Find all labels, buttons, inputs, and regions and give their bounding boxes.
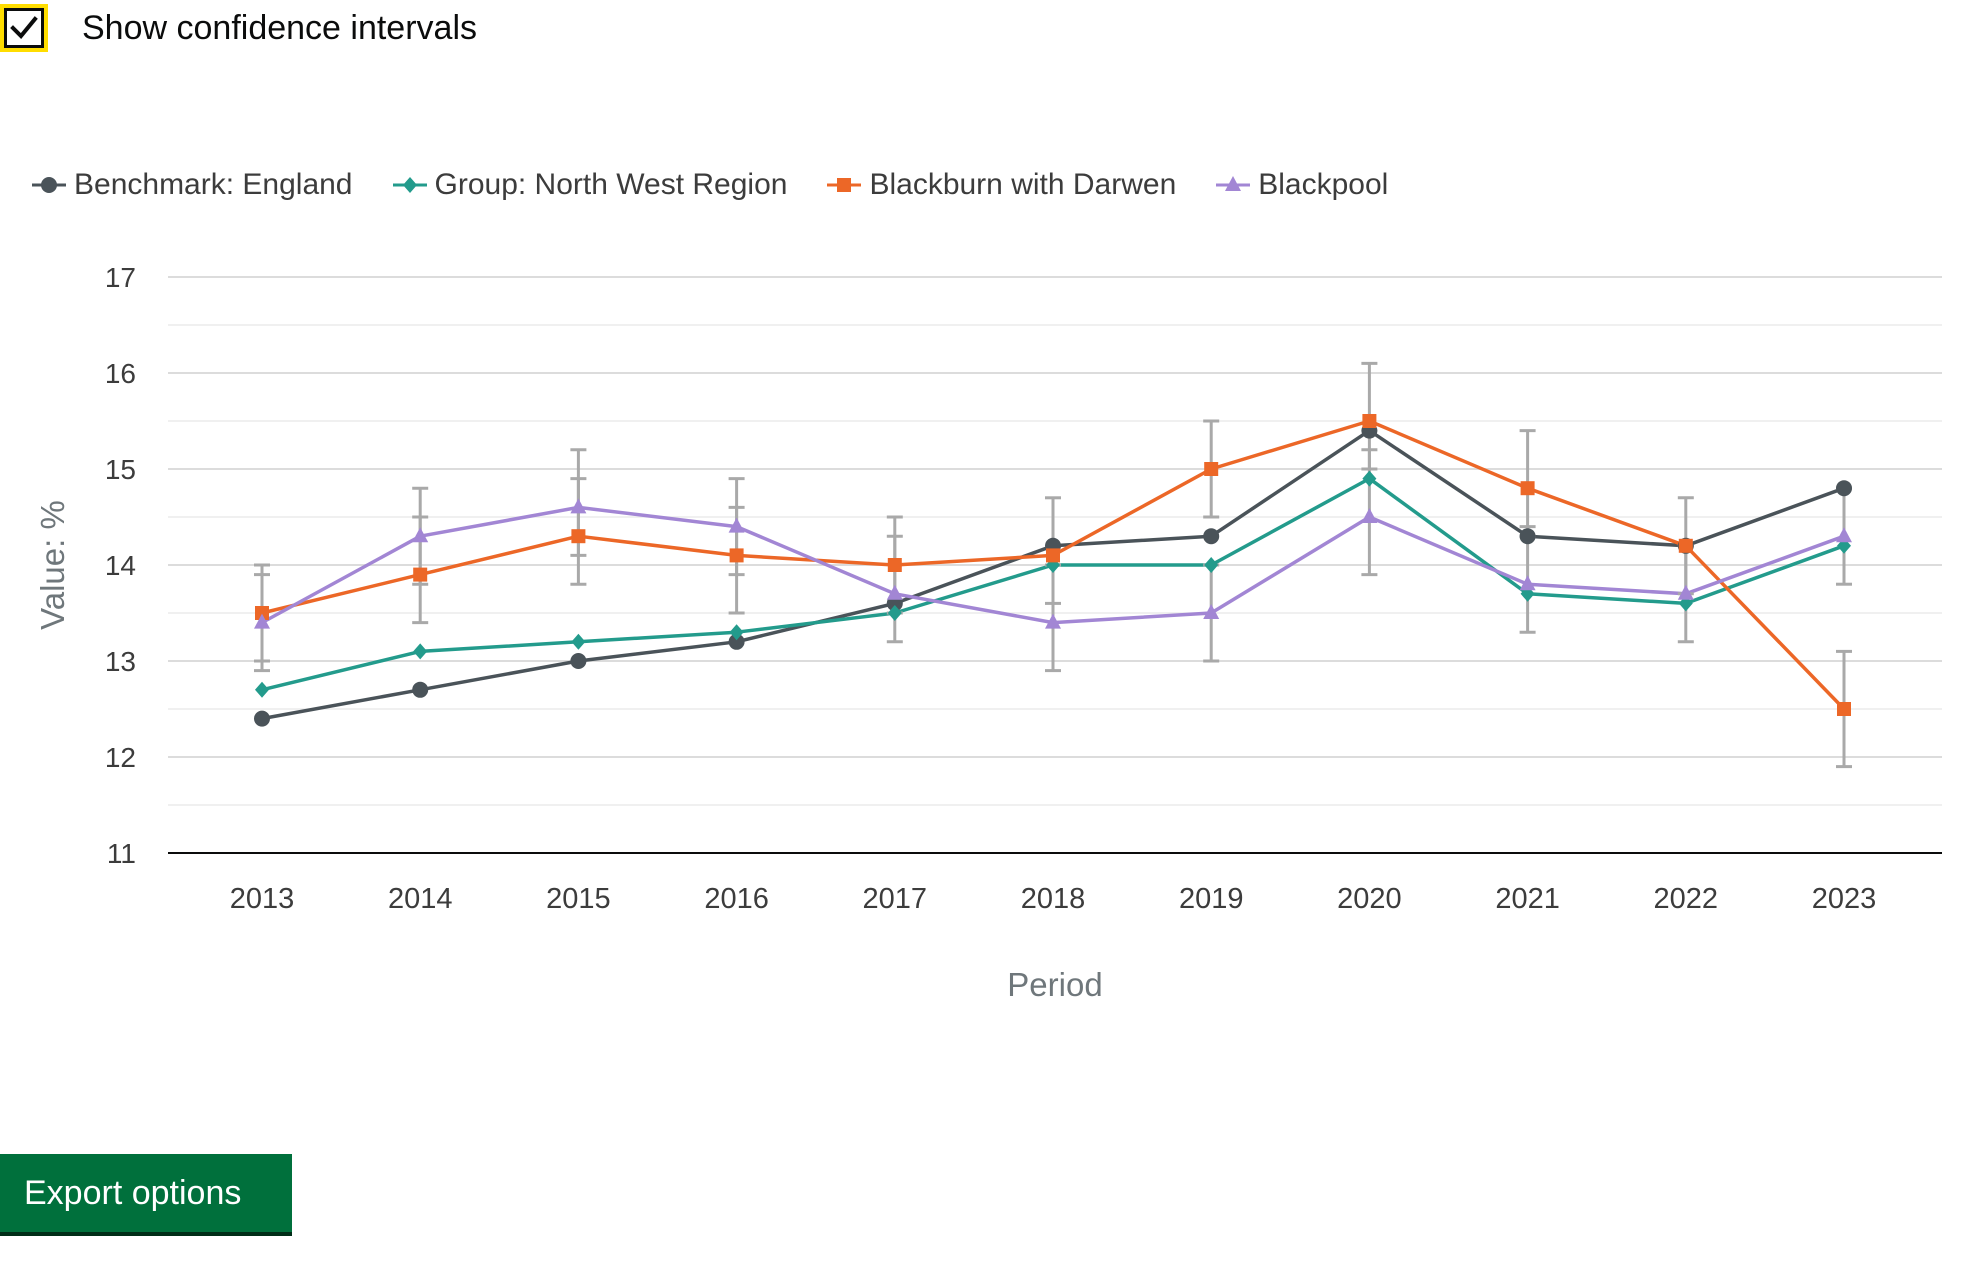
x-tick-label: 2020 [1337, 883, 1402, 915]
data-point [1203, 528, 1220, 545]
legend-marker [402, 177, 417, 193]
data-point [1203, 604, 1220, 619]
data-point [255, 681, 269, 698]
data-point [413, 567, 428, 582]
x-tick-label: 2014 [388, 883, 453, 915]
data-point [729, 548, 744, 563]
legend-item[interactable]: Benchmark: England [32, 168, 353, 202]
data-point [254, 710, 270, 727]
legend-swatch-icon [1216, 176, 1251, 191]
data-point [1520, 481, 1535, 496]
line-chart: 11 12 13 14 15 16 17 2013 2014 2015 2016 2017 2018 20… [34, 262, 1942, 1003]
data-point [570, 498, 587, 514]
x-tick-label: 2021 [1495, 883, 1560, 915]
x-tick-label: 2015 [546, 883, 611, 915]
x-tick-label: 2018 [1021, 883, 1086, 915]
data-point [413, 643, 428, 660]
data-point [1677, 584, 1694, 600]
data-point [728, 633, 745, 650]
legend-item[interactable]: Blackpool [1216, 168, 1388, 202]
confidence-interval-label: Show confidence intervals [82, 8, 478, 47]
legend-item[interactable]: Blackburn with Darwen [827, 168, 1176, 202]
y-tick-label: 13 [105, 646, 136, 677]
data-point [887, 605, 902, 621]
checkmark-icon [10, 16, 38, 39]
data-point [728, 517, 745, 533]
x-axis-title: Period [1007, 966, 1102, 1003]
data-point [412, 681, 429, 698]
x-tick-label: 2017 [863, 883, 928, 915]
data-point [887, 558, 902, 572]
data-point [1046, 548, 1060, 563]
y-tick-label: 15 [105, 454, 136, 485]
legend-swatch-icon [827, 178, 862, 192]
legend-label: Blackpool [1258, 168, 1389, 201]
confidence-interval-checkbox[interactable] [0, 4, 48, 52]
y-tick-label: 12 [105, 742, 136, 773]
data-point [1204, 557, 1219, 573]
data-point [1204, 462, 1219, 476]
data-point [1045, 613, 1061, 629]
data-point [255, 606, 269, 620]
export-options-button[interactable]: Export options [0, 1154, 292, 1232]
legend-label: Benchmark: England [74, 168, 353, 201]
confidence-interval-toggle[interactable]: Show confidence intervals [0, 4, 478, 52]
data-point [1836, 480, 1852, 497]
x-tick-label: 2016 [704, 883, 769, 915]
y-tick-label: 14 [105, 550, 136, 581]
legend-label: Blackburn with Darwen [869, 168, 1177, 201]
legend-marker [1225, 176, 1242, 191]
data-point [729, 624, 744, 641]
data-point [1519, 575, 1536, 591]
chart-legend: Benchmark: England Group: North West Regi… [32, 168, 1428, 202]
x-tick-label: 2019 [1179, 883, 1244, 915]
data-point [886, 584, 903, 600]
x-tick-label: 2023 [1812, 883, 1877, 915]
data-point [1519, 528, 1536, 545]
data-point [1362, 414, 1377, 428]
x-tick-label: 2022 [1654, 883, 1719, 915]
legend-marker [41, 177, 57, 193]
data-point [1837, 702, 1851, 716]
data-point [1836, 527, 1852, 543]
legend-item[interactable]: Group: North West Region [392, 168, 788, 202]
y-tick-label: 11 [107, 838, 136, 869]
data-point [571, 529, 586, 544]
data-point [570, 653, 587, 669]
data-point [1678, 538, 1693, 553]
data-point [254, 613, 270, 629]
data-point [1362, 470, 1377, 487]
data-point [1361, 508, 1378, 523]
legend-label: Group: North West Region [434, 168, 788, 201]
legend-marker [837, 178, 852, 192]
y-tick-label: 16 [105, 358, 136, 389]
legend-swatch-icon [32, 177, 66, 193]
x-tick-label: 2013 [230, 883, 295, 915]
data-point [412, 527, 429, 543]
y-axis-title: Value: % [34, 500, 71, 630]
y-tick-label: 17 [105, 262, 136, 293]
data-point [571, 633, 586, 650]
legend-swatch-icon [392, 177, 427, 193]
